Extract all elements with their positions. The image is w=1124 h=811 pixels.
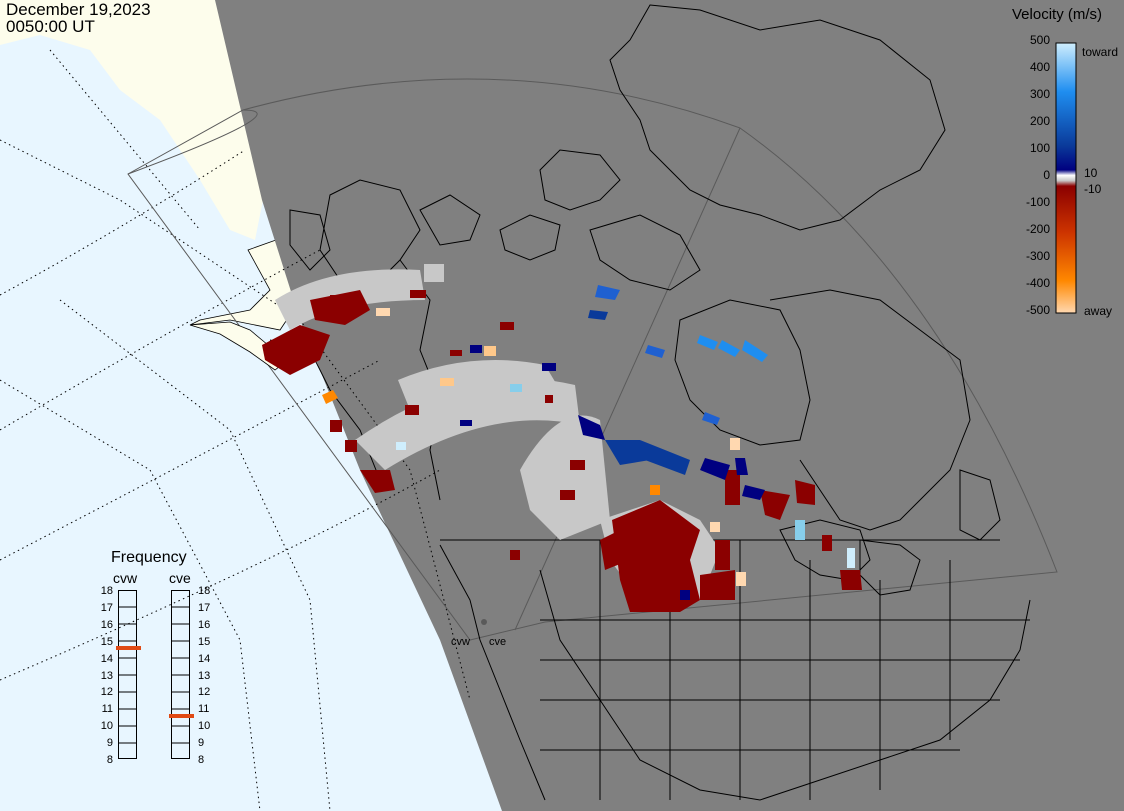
colorbar-small-neg: -10 xyxy=(1084,182,1102,196)
frequency-scale-label: 9 xyxy=(198,737,205,750)
frequency-scale-label: 18 xyxy=(100,585,113,597)
velocity-cells-away xyxy=(262,290,862,612)
frequency-scale-label: 14 xyxy=(198,652,211,665)
frequency-scale-label: 10 xyxy=(198,720,211,733)
colorbar-tick: 200 xyxy=(1029,114,1050,128)
away-label: away xyxy=(1084,304,1113,318)
velocity-cells-away-high xyxy=(322,308,746,586)
frequency-scale-label: 11 xyxy=(198,703,210,716)
frequency-scale-label: 11 xyxy=(101,703,113,716)
frequency-scale-label: 12 xyxy=(198,686,211,699)
velocity-cells-toward xyxy=(396,285,855,600)
frequency-scale-label: 10 xyxy=(100,720,113,733)
frequency-scale-label: 16 xyxy=(100,618,113,631)
colorbar-tick: -100 xyxy=(1025,195,1050,209)
site-label-cve: cve xyxy=(489,636,507,648)
colorbar-tick: 300 xyxy=(1029,87,1050,101)
frequency-scale-label: 8 xyxy=(198,754,205,766)
frequency-scale-label: 12 xyxy=(100,686,113,699)
day-land-alaska xyxy=(0,0,265,240)
fov-outline xyxy=(127,78,1058,641)
frequency-column-cvw xyxy=(118,590,137,759)
time-title: 0050:00 UT xyxy=(6,17,95,36)
frequency-scale-label: 16 xyxy=(198,618,211,631)
frequency-column-cve xyxy=(171,590,190,759)
velocity-colorbar xyxy=(1055,42,1077,314)
colorbar-tick: -500 xyxy=(1025,303,1050,317)
frequency-scale-label: 13 xyxy=(100,669,113,682)
colorbar-tick: 500 xyxy=(1029,33,1050,47)
frequency-scale-label: 17 xyxy=(198,601,211,614)
toward-label: toward xyxy=(1082,45,1119,59)
night-region xyxy=(215,0,1124,811)
frequency-scale-label: 8 xyxy=(106,754,113,766)
frequency-marker-cvw xyxy=(116,645,141,650)
colorbar-tick: -300 xyxy=(1025,249,1050,263)
frequency-scale-label: 9 xyxy=(106,737,113,750)
frequency-scale-label: 15 xyxy=(100,635,113,648)
date-title: December 19,2023 xyxy=(6,0,151,19)
colorbar-tick: 0 xyxy=(1043,168,1050,182)
colorbar-title: Velocity (m/s) xyxy=(1012,6,1103,23)
colorbar-tick: -200 xyxy=(1025,222,1050,236)
colorbar-tick: -400 xyxy=(1025,276,1050,290)
radar-name-cvw: cvw xyxy=(113,570,138,586)
colorbar-small-pos: 10 xyxy=(1084,166,1098,180)
site-label-cvw: cvw xyxy=(451,636,470,648)
radar-site-marker xyxy=(481,619,487,625)
frequency-title: Frequency xyxy=(111,549,187,566)
frequency-scale-label: 18 xyxy=(198,585,211,597)
frequency-scale-label: 14 xyxy=(100,652,113,665)
frequency-marker-cve xyxy=(169,714,194,719)
frequency-scale-label: 13 xyxy=(198,669,211,682)
radar-name-cve: cve xyxy=(169,570,191,586)
colorbar-tick: 400 xyxy=(1029,60,1050,74)
frequency-scale-label: 15 xyxy=(198,635,211,648)
frequency-scale-label: 17 xyxy=(100,601,113,614)
colorbar-tick: 100 xyxy=(1029,141,1050,155)
